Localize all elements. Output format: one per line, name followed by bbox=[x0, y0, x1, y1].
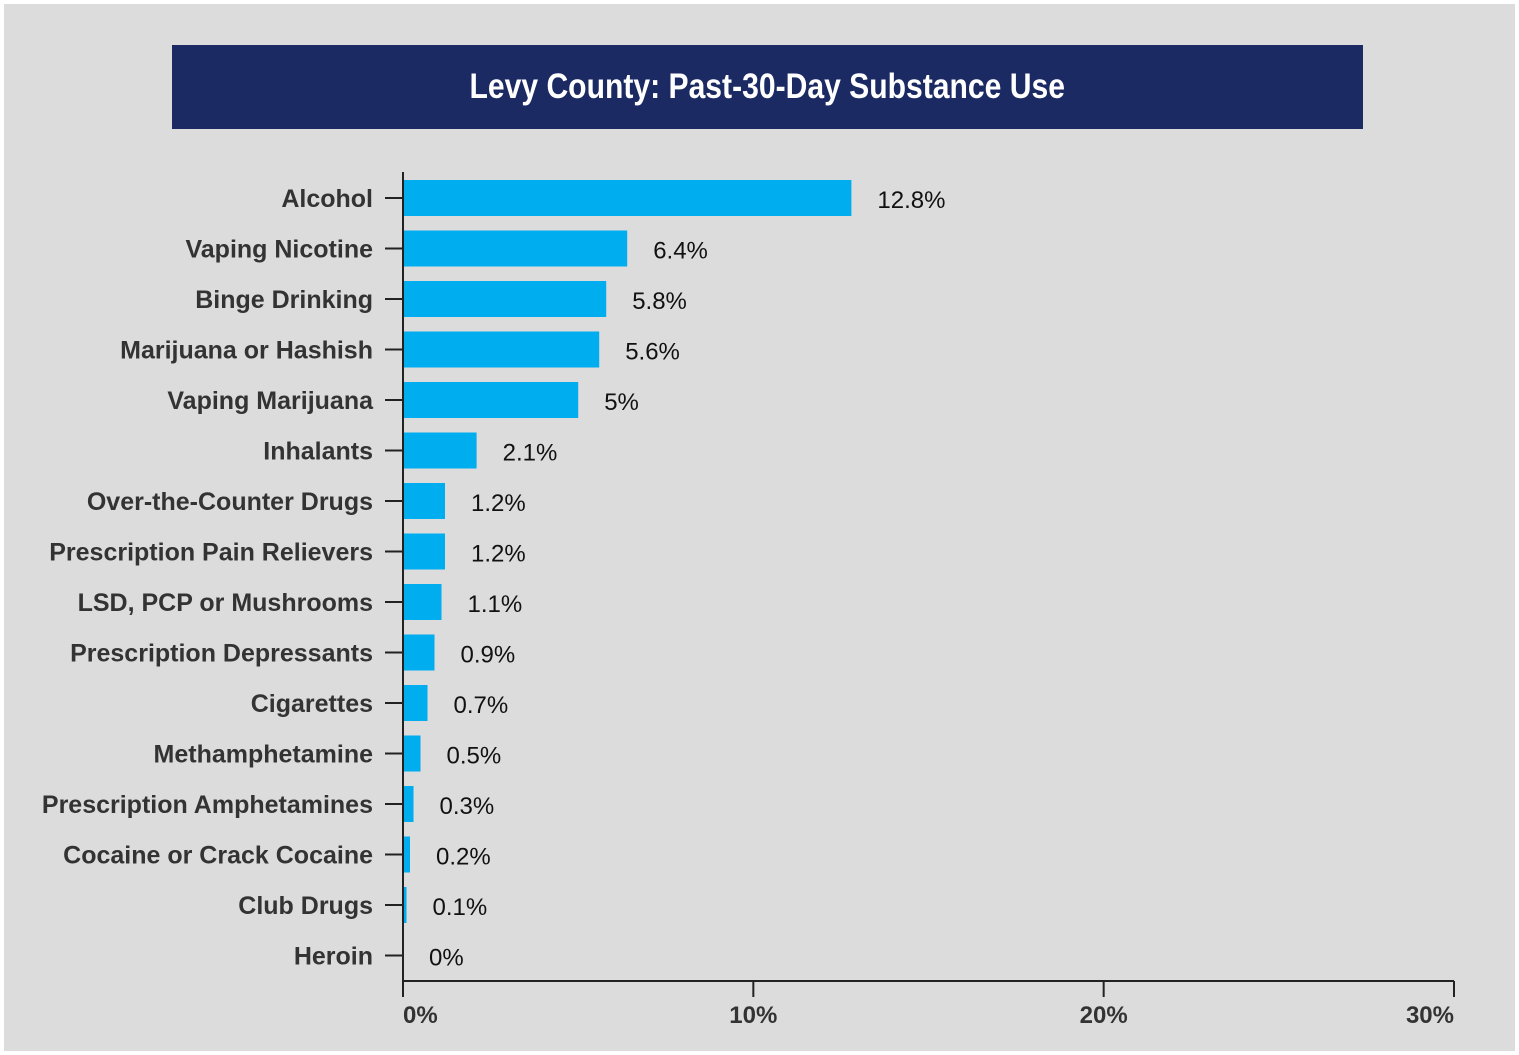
category-label-prescription-pain-relievers: Prescription Pain Relievers bbox=[49, 539, 373, 567]
axes-layer bbox=[385, 172, 1455, 997]
value-label-heroin: 0% bbox=[429, 945, 464, 972]
category-label-club-drugs: Club Drugs bbox=[238, 892, 373, 920]
value-label-cocaine-or-crack-cocaine: 0.2% bbox=[436, 844, 491, 871]
x-tick-label-2: 20% bbox=[1080, 1002, 1128, 1029]
bar-alcohol bbox=[403, 180, 852, 216]
bars-layer bbox=[403, 180, 852, 923]
bar-marijuana-or-hashish bbox=[403, 331, 600, 368]
bar-cocaine-or-crack-cocaine bbox=[403, 836, 410, 873]
value-label-prescription-pain-relievers: 1.2% bbox=[471, 541, 526, 568]
category-label-methamphetamine: Methamphetamine bbox=[154, 741, 374, 769]
category-label-binge-drinking: Binge Drinking bbox=[195, 286, 373, 314]
category-label-over-the-counter-drugs: Over-the-Counter Drugs bbox=[87, 488, 373, 516]
category-label-marijuana-or-hashish: Marijuana or Hashish bbox=[120, 337, 373, 365]
value-label-vaping-nicotine: 6.4% bbox=[653, 238, 708, 265]
value-label-cigarettes: 0.7% bbox=[454, 692, 509, 719]
category-label-vaping-marijuana: Vaping Marijuana bbox=[167, 387, 374, 415]
bar-cigarettes bbox=[403, 685, 428, 721]
x-tick-label-0: 0% bbox=[403, 1002, 438, 1029]
value-label-vaping-marijuana: 5% bbox=[604, 389, 639, 416]
labels-layer: Alcohol 12.8% Vaping Nicotine 6.4% Binge Dri… bbox=[42, 185, 1454, 1029]
bar-prescription-depressants bbox=[403, 634, 435, 671]
value-label-alcohol: 12.8% bbox=[877, 187, 945, 214]
category-label-prescription-amphetamines: Prescription Amphetamines bbox=[42, 791, 373, 819]
bar-prescription-amphetamines bbox=[403, 786, 414, 822]
category-label-heroin: Heroin bbox=[294, 943, 373, 971]
x-tick-label-3: 30% bbox=[1406, 1002, 1454, 1029]
x-tick-label-1: 10% bbox=[729, 1002, 777, 1029]
value-label-prescription-amphetamines: 0.3% bbox=[440, 793, 495, 820]
category-label-cocaine-or-crack-cocaine: Cocaine or Crack Cocaine bbox=[63, 842, 373, 870]
chart-frame bbox=[4, 4, 1515, 1051]
category-label-vaping-nicotine: Vaping Nicotine bbox=[185, 236, 373, 264]
title-banner: Levy County: Past-30-Day Substance Use bbox=[172, 45, 1363, 129]
value-label-marijuana-or-hashish: 5.6% bbox=[625, 339, 680, 366]
value-label-over-the-counter-drugs: 1.2% bbox=[471, 490, 526, 517]
bar-methamphetamine bbox=[403, 735, 421, 772]
bar-club-drugs bbox=[403, 887, 407, 923]
value-label-lsd-pcp-or-mushrooms: 1.1% bbox=[468, 591, 523, 618]
bar-binge-drinking bbox=[403, 281, 607, 317]
bar-inhalants bbox=[403, 432, 477, 469]
bar-lsd-pcp-or-mushrooms bbox=[403, 584, 442, 620]
bar-prescription-pain-relievers bbox=[403, 533, 445, 570]
bar-over-the-counter-drugs bbox=[403, 483, 445, 519]
category-label-alcohol: Alcohol bbox=[281, 185, 373, 213]
category-label-inhalants: Inhalants bbox=[263, 438, 373, 466]
value-label-club-drugs: 0.1% bbox=[433, 894, 488, 921]
category-label-cigarettes: Cigarettes bbox=[251, 690, 373, 718]
category-label-prescription-depressants: Prescription Depressants bbox=[70, 640, 373, 668]
category-label-lsd-pcp-or-mushrooms: LSD, PCP or Mushrooms bbox=[78, 589, 373, 617]
chart-title: Levy County: Past-30-Day Substance Use bbox=[469, 67, 1066, 106]
value-label-inhalants: 2.1% bbox=[503, 440, 558, 467]
value-label-binge-drinking: 5.8% bbox=[632, 288, 687, 315]
value-label-methamphetamine: 0.5% bbox=[447, 743, 502, 770]
bar-vaping-nicotine bbox=[403, 230, 628, 267]
value-label-prescription-depressants: 0.9% bbox=[461, 642, 516, 669]
bar-vaping-marijuana bbox=[403, 382, 579, 418]
